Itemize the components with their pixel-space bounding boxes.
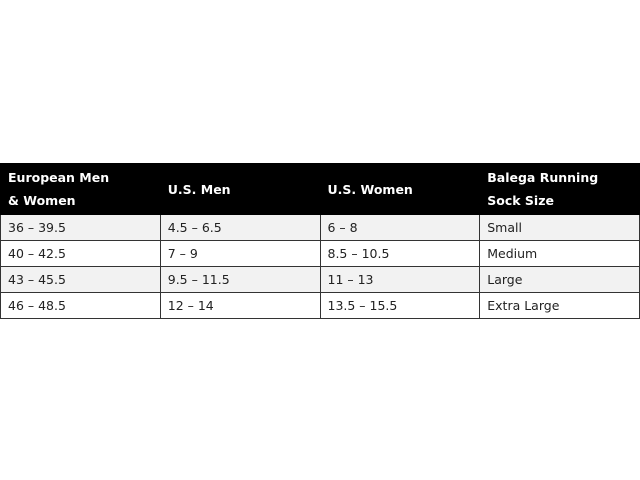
table-header: European Men & Women U.S. Men U.S. Women Ba… [0,163,640,215]
table-cell: 8.5 – 10.5 [319,240,481,267]
table-body: 36 – 39.5 4.5 – 6.5 6 – 8 Small 40 – 42.5 7 –… [0,214,640,319]
table-cell: 12 – 14 [159,292,321,319]
column-header: U.S. Women [319,163,481,215]
column-header: U.S. Men [159,163,321,215]
table-row: 43 – 45.5 9.5 – 11.5 11 – 13 Large [0,266,640,293]
table-cell: 46 – 48.5 [0,292,161,319]
header-row: European Men & Women U.S. Men U.S. Women Ba… [0,163,640,215]
column-header: Balega Running Sock Size [479,163,640,215]
table-cell: 6 – 8 [319,214,481,241]
table-cell: Large [479,266,640,293]
size-table: European Men & Women U.S. Men U.S. Women Ba… [0,163,640,319]
table-cell: 36 – 39.5 [0,214,161,241]
table-cell: 13.5 – 15.5 [319,292,481,319]
table-row: 46 – 48.5 12 – 14 13.5 – 15.5 Extra Large [0,292,640,319]
table-cell: 9.5 – 11.5 [159,266,321,293]
column-header: European Men & Women [0,163,161,215]
table-cell: Extra Large [479,292,640,319]
table-cell: 40 – 42.5 [0,240,161,267]
table-cell: 43 – 45.5 [0,266,161,293]
table-cell: 4.5 – 6.5 [159,214,321,241]
table-row: 40 – 42.5 7 – 9 8.5 – 10.5 Medium [0,240,640,267]
table-cell: Medium [479,240,640,267]
table-cell: 11 – 13 [319,266,481,293]
table-cell: 7 – 9 [159,240,321,267]
table-row: 36 – 39.5 4.5 – 6.5 6 – 8 Small [0,214,640,241]
table-cell: Small [479,214,640,241]
